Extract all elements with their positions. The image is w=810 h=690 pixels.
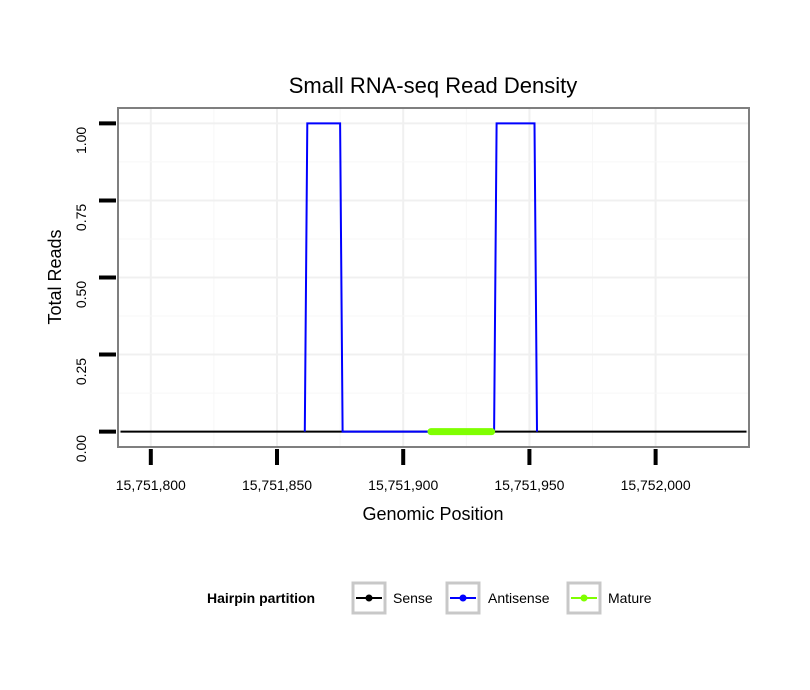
x-tick-label: 15,751,900 (368, 477, 438, 493)
legend-key-dot (459, 594, 467, 602)
x-tick-label: 15,751,850 (242, 477, 312, 493)
legend-title: Hairpin partition (207, 590, 315, 606)
legend: Hairpin partition Sense Antisense Mature (207, 581, 652, 615)
plot-panel (117, 107, 750, 448)
y-tick-label: 0.75 (73, 204, 89, 231)
series-layer (120, 122, 747, 436)
y-tick-label: 0.50 (73, 281, 89, 308)
legend-item-mature: Mature (608, 590, 652, 606)
y-tick-label: 0.00 (73, 435, 89, 462)
chart-title: Small RNA-seq Read Density (289, 73, 578, 98)
legend-key-dot (580, 594, 588, 602)
x-tick-label: 15,751,800 (116, 477, 186, 493)
x-tick-label: 15,751,950 (494, 477, 564, 493)
x-axis: 15,751,800 15,751,850 15,751,900 15,751,950… (116, 449, 691, 493)
legend-item-antisense: Antisense (488, 590, 550, 606)
legend-item-sense: Sense (393, 590, 433, 606)
y-tick-label: 1.00 (73, 127, 89, 154)
series-antisense-line (303, 122, 538, 433)
y-axis-title: Total Reads (45, 229, 65, 324)
x-axis-title: Genomic Position (362, 504, 503, 524)
y-tick-label: 0.25 (73, 358, 89, 385)
y-axis: 0.00 0.25 0.50 0.75 1.00 (73, 121, 116, 462)
legend-key-dot (365, 594, 373, 602)
x-tick-label: 15,752,000 (621, 477, 691, 493)
grid (118, 108, 749, 447)
